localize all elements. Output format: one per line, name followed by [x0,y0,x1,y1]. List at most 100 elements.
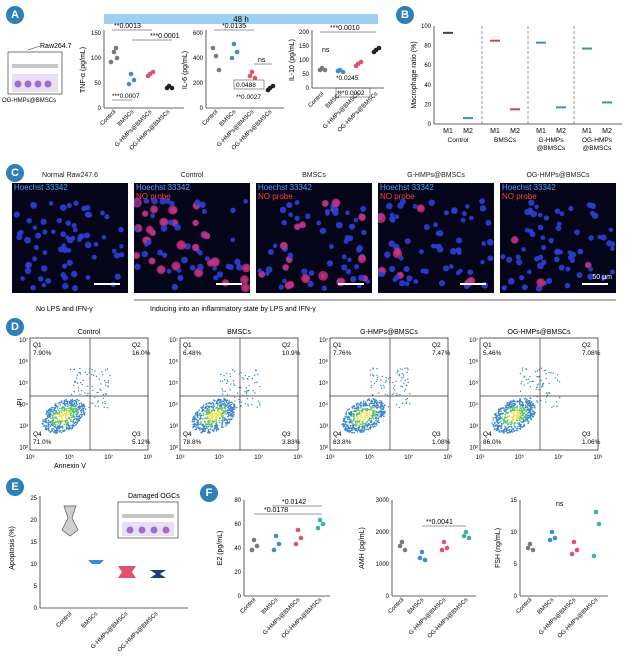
nucleus [51,229,56,235]
no-signal [536,278,546,288]
flow-ytick: 10² [19,446,28,452]
nucleus [587,273,594,280]
event-dot [369,369,372,371]
event-dot [63,429,66,431]
event-dot [232,411,235,414]
event-dot [211,401,214,404]
event-dot [360,405,362,408]
tnf-group: Control [99,109,117,127]
event-dot [220,373,222,376]
nucleus [479,198,485,204]
event-dot [94,405,96,407]
event-dot [529,416,532,419]
event-dot [246,377,249,380]
event-dot [224,390,226,392]
event-dot [353,431,355,434]
event-dot [244,374,247,377]
event-dot [398,375,400,377]
nucleus [26,261,32,268]
event-dot [372,394,374,396]
event-dot [370,381,372,383]
event-dot [84,408,87,410]
event-dot [499,414,501,416]
flow-xtick: 10⁹ [593,454,603,461]
event-dot [504,416,506,418]
nucleus [586,202,592,208]
event-dot [44,420,47,423]
event-dot [359,430,361,433]
event-dot [529,386,532,388]
event-dot [45,413,48,416]
nucleus [59,204,67,212]
event-dot [47,416,49,418]
event-dot [48,414,51,416]
event-dot [518,421,520,424]
event-dot [222,400,225,403]
nucleus [288,212,294,218]
event-dot [223,378,226,381]
event-dot [79,407,82,409]
event-dot [82,410,85,413]
quadrant-label: 3.83% [282,439,301,446]
event-dot [521,426,524,428]
nucleus [347,235,354,242]
event-dot [499,431,501,433]
event-dot [203,417,205,420]
nucleus [167,219,174,226]
nucleus [577,248,584,255]
no-signal [134,251,141,260]
event-dot [74,421,77,424]
event-dot [69,413,72,415]
nucleus [554,248,561,256]
event-dot [234,396,236,398]
event-dot [209,431,211,434]
event-dot [492,425,495,428]
nucleus [165,198,171,204]
event-dot [536,386,538,388]
event-dot [65,424,68,426]
event-dot [519,403,521,406]
event-dot [216,404,219,406]
nucleus [398,255,404,261]
nucleus [199,201,206,208]
event-dot [64,417,67,419]
event-dot [380,400,383,403]
panel-a-inset: Raw264.7 OG-HMPs@BMSCs [2,43,72,104]
event-dot [550,372,552,374]
nucleus [540,235,546,241]
event-dot [365,424,368,427]
il10-tick: 50 [302,72,309,78]
event-dot [384,393,387,395]
event-dot [78,415,81,418]
event-dot [362,420,364,422]
event-dot [208,421,210,424]
event-dot [498,412,501,415]
event-dot [403,382,405,385]
event-dot [202,405,204,408]
quadrant-label: 1.06% [582,439,601,446]
nucleus [564,282,571,289]
event-dot [534,411,536,414]
scale-bar [94,283,120,285]
micrograph-normal: Hoechst 33342 [12,183,128,293]
event-dot [226,422,229,424]
event-dot [205,410,208,413]
event-dot [516,413,518,415]
event-dot [195,428,198,431]
event-dot [356,405,358,408]
event-dot [48,408,50,411]
event-dot [514,418,516,421]
e2-group: OG-HMPs@BMSCs [281,597,323,639]
event-dot [492,417,495,419]
event-dot [359,423,362,425]
il6-ann-1: *0.0135 [222,23,246,30]
nucleus [305,213,311,219]
nucleus [403,266,410,273]
event-dot [62,426,64,429]
event-dot [201,427,203,430]
event-dot [198,423,201,426]
event-dot [364,401,367,403]
event-dot [529,401,531,403]
event-dot [105,381,107,384]
event-dot [360,414,363,417]
